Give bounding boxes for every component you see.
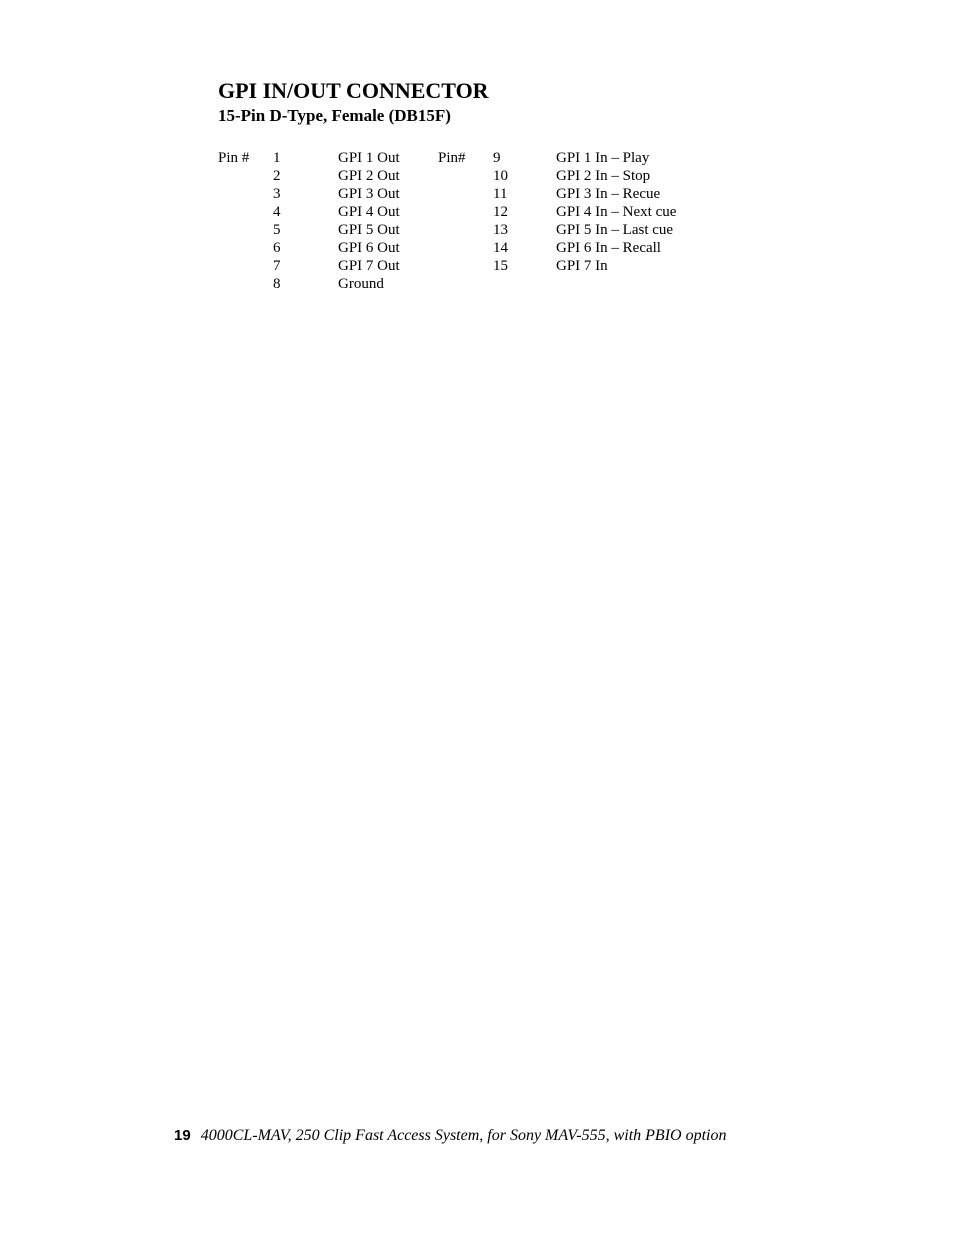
pin-desc: GPI 3 In – Recue (556, 185, 736, 203)
col-desc-left: GPI 1 Out GPI 2 Out GPI 3 Out GPI 4 Out … (338, 149, 438, 293)
pin-desc: Ground (338, 275, 438, 293)
pin-number: 8 (273, 275, 338, 293)
pin-desc: GPI 7 Out (338, 257, 438, 275)
pin-desc: GPI 5 In – Last cue (556, 221, 736, 239)
pin-number: 11 (493, 185, 556, 203)
pin-number: 15 (493, 257, 556, 275)
pin-desc: GPI 3 Out (338, 185, 438, 203)
pin-number: 6 (273, 239, 338, 257)
pin-number: 12 (493, 203, 556, 221)
pin-desc: GPI 1 In – Play (556, 149, 736, 167)
pin-desc: GPI 1 Out (338, 149, 438, 167)
pin-number: 4 (273, 203, 338, 221)
pin-number: 14 (493, 239, 556, 257)
pin-number: 1 (273, 149, 338, 167)
pin-desc: GPI 4 Out (338, 203, 438, 221)
col-pin-right: 9 10 11 12 13 14 15 (493, 149, 556, 293)
pin-header-left: Pin # (218, 149, 273, 167)
pin-number: 13 (493, 221, 556, 239)
pin-desc: GPI 6 In – Recall (556, 239, 736, 257)
pin-desc: GPI 2 Out (338, 167, 438, 185)
pin-desc: GPI 2 In – Stop (556, 167, 736, 185)
pin-desc: GPI 5 Out (338, 221, 438, 239)
pin-header-right: Pin# (438, 149, 493, 167)
page-content: GPI IN/OUT CONNECTOR 15-Pin D-Type, Fema… (0, 0, 954, 293)
col-pin-left: 1 2 3 4 5 6 7 8 (273, 149, 338, 293)
pin-number: 10 (493, 167, 556, 185)
pin-desc: GPI 6 Out (338, 239, 438, 257)
heading-main: GPI IN/OUT CONNECTOR (218, 78, 954, 104)
pin-number: 7 (273, 257, 338, 275)
pin-table: Pin # 1 2 3 4 5 6 7 8 GPI 1 Out GPI 2 Ou… (218, 149, 954, 293)
col-desc-right: GPI 1 In – Play GPI 2 In – Stop GPI 3 In… (556, 149, 736, 293)
col-header-left: Pin # (218, 149, 273, 293)
pin-desc: GPI 7 In (556, 257, 736, 275)
pin-number: 3 (273, 185, 338, 203)
footer-text: 4000CL-MAV, 250 Clip Fast Access System,… (201, 1127, 727, 1144)
pin-number: 9 (493, 149, 556, 167)
pin-number: 2 (273, 167, 338, 185)
heading-sub: 15-Pin D-Type, Female (DB15F) (218, 106, 954, 126)
pin-desc: GPI 4 In – Next cue (556, 203, 736, 221)
page-number: 19 (174, 1127, 191, 1144)
page-footer: 19 4000CL-MAV, 250 Clip Fast Access Syst… (174, 1127, 726, 1145)
col-header-right: Pin# (438, 149, 493, 293)
pin-number: 5 (273, 221, 338, 239)
